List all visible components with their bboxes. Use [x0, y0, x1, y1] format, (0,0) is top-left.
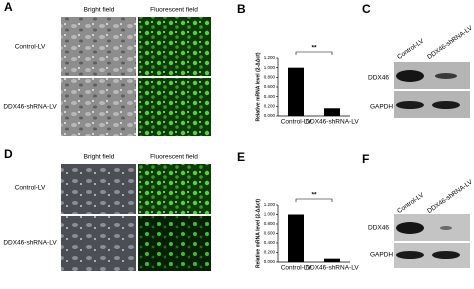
bar	[288, 67, 304, 116]
panel-label: D	[4, 147, 13, 161]
y-tick-label: 0.400	[264, 240, 276, 245]
micrograph	[138, 216, 211, 271]
column-label: Fluorescent field	[150, 7, 198, 14]
y-tick-label: 0.000	[264, 259, 276, 264]
y-axis-label: Relative mRNA level (2-ΔΔct)	[255, 199, 261, 268]
band	[435, 73, 457, 79]
protein-label: DDX46	[368, 75, 389, 82]
lane-label: DDX46-shRNA-LV	[426, 24, 474, 61]
band	[432, 251, 460, 259]
annotation: **	[311, 192, 317, 199]
bar	[288, 214, 304, 262]
row-label: DDX46-shRNA-LV	[3, 104, 57, 111]
panel-label: B	[237, 2, 246, 16]
bar	[324, 108, 340, 116]
x-tick-label: DDX46-shRNA-LV	[305, 119, 359, 126]
significance-bracket	[295, 51, 333, 55]
panel-label: E	[237, 150, 245, 164]
y-tick-label: 0.200	[264, 104, 276, 109]
annotation: **	[311, 45, 317, 52]
micrograph	[61, 216, 136, 271]
protein-label: DDX46	[368, 225, 389, 232]
significance-bracket	[295, 198, 333, 202]
x-tick-label: Control-LV	[281, 119, 312, 126]
y-tick-label: 0.000	[264, 113, 276, 118]
row-label: Control-LV	[15, 44, 46, 51]
protein-label: GAPDH	[370, 104, 393, 111]
panel-f: F Control-LV DDX46-shRNA-LV DDX46 GAPDH	[362, 152, 474, 268]
panel-a: A Bright field Fluorescent field Control…	[3, 0, 211, 136]
column-label: Bright field	[84, 154, 115, 161]
band	[396, 101, 424, 109]
micrograph	[61, 17, 136, 76]
band	[396, 70, 424, 82]
y-tick-label: 1.000	[264, 212, 276, 217]
micrograph	[138, 17, 211, 76]
micrograph	[138, 78, 211, 136]
band	[396, 222, 424, 234]
panel-d: D Bright field Fluorescent field Control…	[3, 147, 211, 271]
lane-label: Control-LV	[396, 191, 426, 215]
lane-label: Control-LV	[396, 37, 426, 61]
row-label: DDX46-shRNA-LV	[3, 240, 57, 247]
x-tick-label: Control-LV	[281, 265, 312, 272]
column-label: Bright field	[84, 7, 115, 14]
y-tick-label: 0.600	[264, 84, 276, 89]
band	[440, 226, 452, 230]
micrograph	[61, 164, 136, 214]
row-label: Control-LV	[15, 185, 46, 192]
column-label: Fluorescent field	[150, 154, 198, 161]
protein-label: GAPDH	[370, 252, 393, 259]
y-tick-label: 0.800	[264, 221, 276, 226]
panel-c: C Control-LV DDX46-shRNA-LV DDX46 GAPDH	[362, 2, 474, 118]
y-tick-label: 1.200	[264, 202, 276, 207]
micrograph	[138, 164, 211, 214]
panel-label: C	[362, 2, 371, 16]
y-tick-label: 0.200	[264, 250, 276, 255]
x-tick-label: DDX46-shRNA-LV	[305, 265, 359, 272]
bar	[324, 258, 340, 262]
y-tick-label: 0.600	[264, 231, 276, 236]
y-axis-label: Relative mRNA level (2-ΔΔct)	[255, 52, 261, 121]
panel-label: A	[4, 0, 13, 14]
panel-label: F	[362, 152, 369, 166]
band	[432, 101, 460, 109]
y-tick-label: 0.400	[264, 94, 276, 99]
micrograph	[61, 78, 136, 136]
lane-label: DDX46-shRNA-LV	[426, 178, 474, 215]
y-tick-label: 1.000	[264, 65, 276, 70]
y-tick-label: 1.200	[264, 55, 276, 60]
band	[396, 251, 424, 259]
y-tick-label: 0.800	[264, 75, 276, 80]
